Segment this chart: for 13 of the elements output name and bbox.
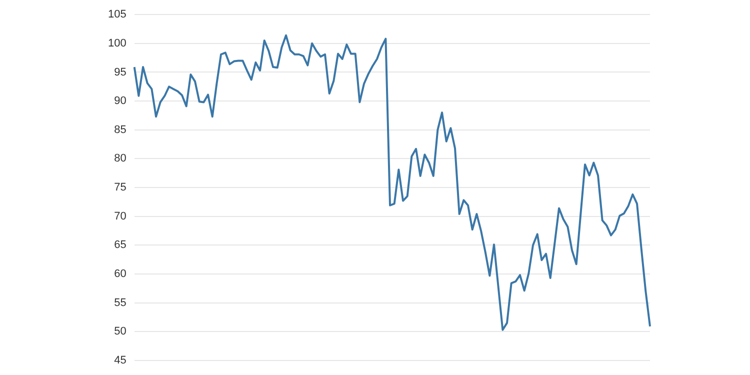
- y-tick-label: 60: [114, 268, 126, 280]
- y-tick-label: 70: [114, 210, 126, 222]
- y-tick-label: 75: [114, 182, 126, 194]
- y-tick-label: 65: [114, 239, 126, 252]
- y-tick-label: 100: [108, 37, 126, 50]
- y-tick-label: 90: [114, 95, 126, 108]
- y-tick-label: 45: [114, 354, 126, 366]
- y-tick-label: 80: [114, 152, 126, 165]
- y-tick-label: 85: [114, 124, 126, 136]
- y-tick-label: 105: [108, 8, 126, 21]
- y-tick-label: 55: [114, 296, 126, 309]
- y-tick-label: 50: [114, 326, 126, 338]
- y-tick-label: 95: [114, 66, 126, 78]
